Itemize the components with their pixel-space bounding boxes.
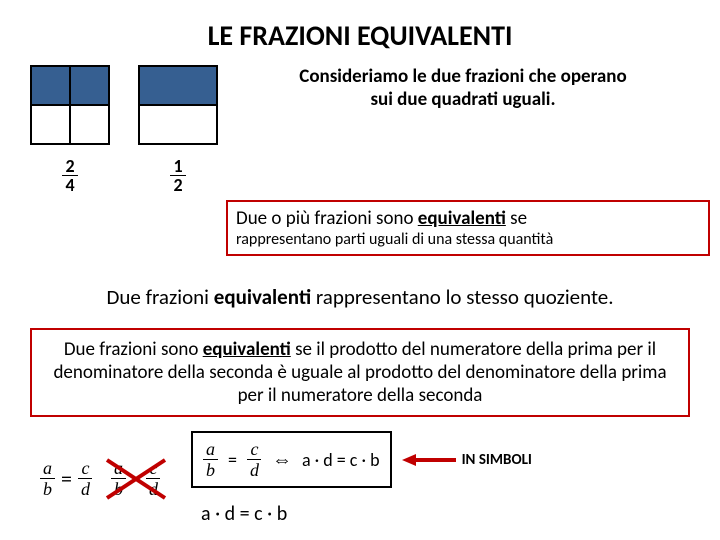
equals-sign: = [61,465,72,492]
denominator: 2 [170,176,185,194]
page-title: LE FRAZIONI EQUIVALENTI [0,0,720,53]
definition-1-sub: rappresentano parti uguali di una stessa… [236,230,700,249]
text: Due frazioni sono [64,338,203,361]
text: rappresentano lo stesso quoziente. [311,284,613,310]
definition-1-box: Due o più frazioni sono equivalenti se r… [226,200,710,256]
equals-sign: = [228,449,237,471]
denominator: 4 [62,176,77,194]
denominator: b [40,479,55,499]
fraction-2-4: 2 4 [62,155,77,194]
numerator: c [146,458,160,479]
formula-row: a b = c d a b c d a b = [0,417,720,526]
grid-1x2 [138,65,218,145]
quotient-statement: Due frazioni equivalenti rappresentano l… [0,256,720,328]
numerator: a [40,458,55,479]
keyword-equivalenti: equivalenti [418,207,506,230]
numerator: c [247,439,261,460]
intro-text: Consideriamo le due frazioni che operano… [218,65,702,194]
fraction-c-d: c d [247,439,262,480]
label-text: IN SIMBOLI [462,451,532,469]
intro-line1: Consideriamo le due frazioni che operano [224,65,702,88]
in-simboli-label: IN SIMBOLI [402,451,532,469]
denominator: b [111,479,126,499]
numerator: c [78,458,92,479]
text: Due o più frazioni sono [236,207,418,230]
symbolic-box: a b = c d ⇔ a · d = c · b [191,431,392,488]
text: Due frazioni [106,284,213,310]
denominator: b [203,460,218,480]
text: se [506,207,527,230]
intro-line2: sui due quadrati uguali. [224,88,702,111]
fraction-c-d: c d [78,458,93,499]
grid-2x2 [30,65,110,145]
cell-empty [70,105,109,144]
fraction-c-d: c d [146,458,161,499]
iff-symbol: ⇔ [272,448,292,472]
numerator: a [203,439,218,460]
intro-row: 2 4 1 2 Consideriamo le due frazioni che… [0,53,720,194]
cell-filled [70,66,109,105]
denominator: d [78,479,93,499]
fraction-a-b: a b [40,458,55,499]
cross-multiply: a b c d [111,458,161,499]
denominator: d [247,460,262,480]
fraction-equation: a b = c d [40,458,93,499]
numerator: a [111,458,126,479]
squares-container: 2 4 1 2 [30,65,218,194]
cell-empty [31,105,70,144]
keyword-equivalenti: equivalenti [203,338,291,361]
keyword-equivalenti: equivalenti [214,284,311,310]
fraction-1-2: 1 2 [170,155,185,194]
symbolic-row: a b = c d ⇔ a · d = c · b IN SIMBOLI [191,431,532,488]
definition-1-lead: Due o più frazioni sono equivalenti se [236,207,700,230]
fraction-a-b: a b [203,439,218,480]
square-2-4: 2 4 [30,65,110,194]
fraction-a-b: a b [111,458,126,499]
cross-product-line: a · d = c · b [191,502,532,526]
symbolic-column: a b = c d ⇔ a · d = c · b IN SIMBOLI a · [191,431,532,526]
cell-filled [139,66,217,105]
definition-2-box: Due frazioni sono equivalenti se il prod… [30,328,690,417]
cell-filled [31,66,70,105]
cross-product-text: a · d = c · b [302,449,380,471]
square-1-2: 1 2 [138,65,218,194]
denominator: d [146,479,161,499]
cell-empty [139,105,217,144]
arrow-left-icon [402,451,456,469]
